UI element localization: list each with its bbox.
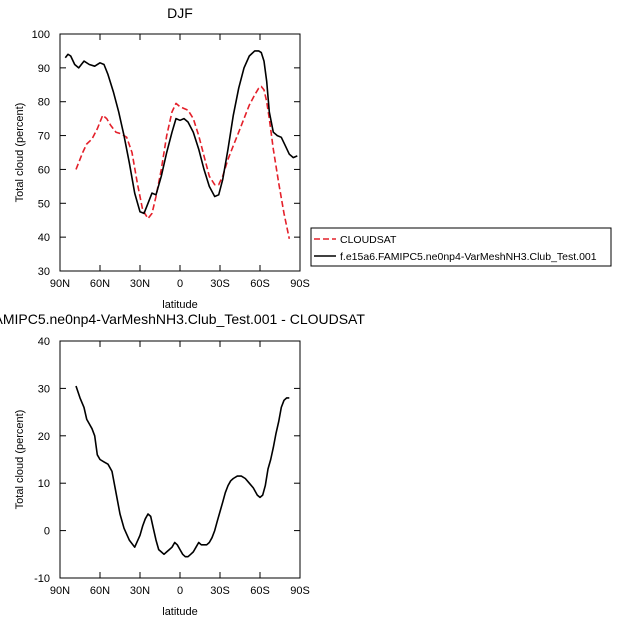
top-panel: DJF 90N 60N 30N 0 30S 60S 90S 30 40 50 60 70 80 90 100… — [14, 5, 310, 311]
legend-box — [310, 227, 612, 267]
top-x-axis-label: latitude — [162, 299, 197, 311]
top-x-tick-label: 0 — [177, 278, 183, 290]
bottom-x-tick-label: 60S — [250, 585, 270, 597]
bottom-x-tick-label: 30N — [130, 585, 150, 597]
bottom-y-tick-label: 10 — [38, 478, 50, 490]
bottom-panel: f.e15a6.FAMIPC5.ne0np4-VarMeshNH3.Club_T… — [0, 311, 365, 618]
top-y-tick-label: 70 — [38, 131, 50, 143]
top-series-line-1 — [64, 50, 298, 215]
bottom-chart-title: f.e15a6.FAMIPC5.ne0np4-VarMeshNH3.Club_T… — [0, 311, 365, 327]
top-y-tick-label: 100 — [32, 29, 50, 41]
top-series-line-0 — [75, 85, 291, 239]
bottom-y-tick-label: 20 — [38, 431, 50, 443]
bottom-y-axis-label: Total cloud (percent) — [14, 410, 26, 510]
top-y-tick-label: 30 — [38, 266, 50, 278]
bottom-axis-ticks: 90N 60N 30N 0 30S 60S 90S -10 0 10 20 30 40 — [34, 336, 310, 597]
top-x-tick-label: 30S — [210, 278, 230, 290]
top-y-tick-label: 50 — [38, 198, 50, 210]
top-x-tick-label: 90S — [290, 278, 310, 290]
top-y-tick-label: 90 — [38, 63, 50, 75]
top-x-tick-label: 60N — [90, 278, 110, 290]
bottom-x-tick-label: 30S — [210, 585, 230, 597]
top-y-tick-label: 80 — [38, 97, 50, 109]
top-y-axis-label: Total cloud (percent) — [14, 103, 26, 203]
legend-label-model: f.e15a6.FAMIPC5.ne0np4-VarMeshNH3.Club_T… — [340, 251, 597, 263]
top-series-group — [64, 50, 298, 239]
legend-label-cloudsat: CLOUDSAT — [340, 234, 397, 246]
bottom-series-group — [75, 385, 290, 558]
top-x-tick-label: 60S — [250, 278, 270, 290]
top-axis-ticks: 90N 60N 30N 0 30S 60S 90S 30 40 50 60 70 80 90 100 — [32, 29, 310, 290]
bottom-x-tick-label: 60N — [90, 585, 110, 597]
bottom-y-tick-label: -10 — [34, 573, 50, 585]
top-y-tick-label: 60 — [38, 164, 50, 176]
bottom-y-tick-label: 0 — [44, 526, 50, 538]
bottom-series-line-0 — [75, 385, 290, 558]
top-chart-title: DJF — [167, 5, 193, 21]
bottom-x-axis-label: latitude — [162, 606, 197, 618]
top-plot-frame — [59, 33, 301, 272]
legend: CLOUDSAT f.e15a6.FAMIPC5.ne0np4-VarMeshN… — [310, 227, 612, 267]
bottom-x-tick-label: 90N — [50, 585, 70, 597]
bottom-plot-frame — [59, 340, 301, 579]
bottom-y-tick-label: 30 — [38, 383, 50, 395]
bottom-y-tick-label: 40 — [38, 336, 50, 348]
bottom-x-tick-label: 90S — [290, 585, 310, 597]
top-x-tick-label: 30N — [130, 278, 150, 290]
bottom-x-tick-label: 0 — [177, 585, 183, 597]
top-x-tick-label: 90N — [50, 278, 70, 290]
top-y-tick-label: 40 — [38, 232, 50, 244]
